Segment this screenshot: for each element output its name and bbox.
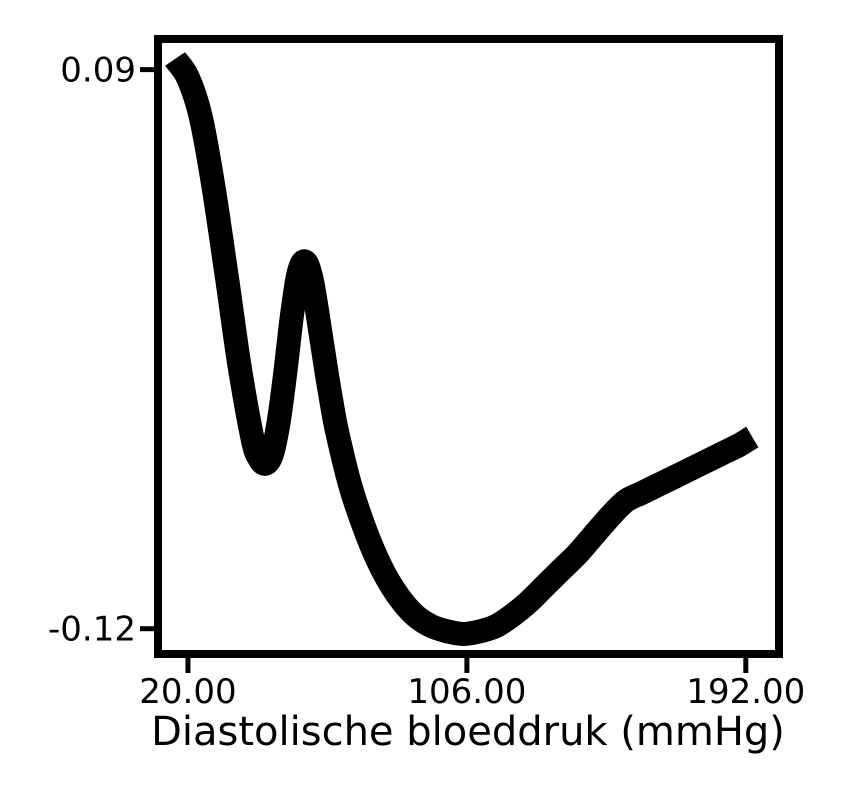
series-layer — [165, 51, 759, 646]
y-tick-label: -0.12 — [48, 610, 136, 650]
x-tick-label: 20.00 — [139, 672, 236, 712]
y-tick-label: 0.09 — [60, 51, 136, 91]
y-axis-ticks: 0.09 -0.12 — [48, 51, 154, 650]
x-tick-label: 192.00 — [686, 672, 805, 712]
x-axis-title: Diastolische bloeddruk (mmHg) — [151, 709, 785, 755]
plot-frame — [154, 35, 783, 658]
x-axis-ticks: 20.00 106.00 192.00 — [139, 658, 805, 712]
x-tick-label: 106.00 — [407, 672, 526, 712]
series-line — [165, 51, 759, 646]
